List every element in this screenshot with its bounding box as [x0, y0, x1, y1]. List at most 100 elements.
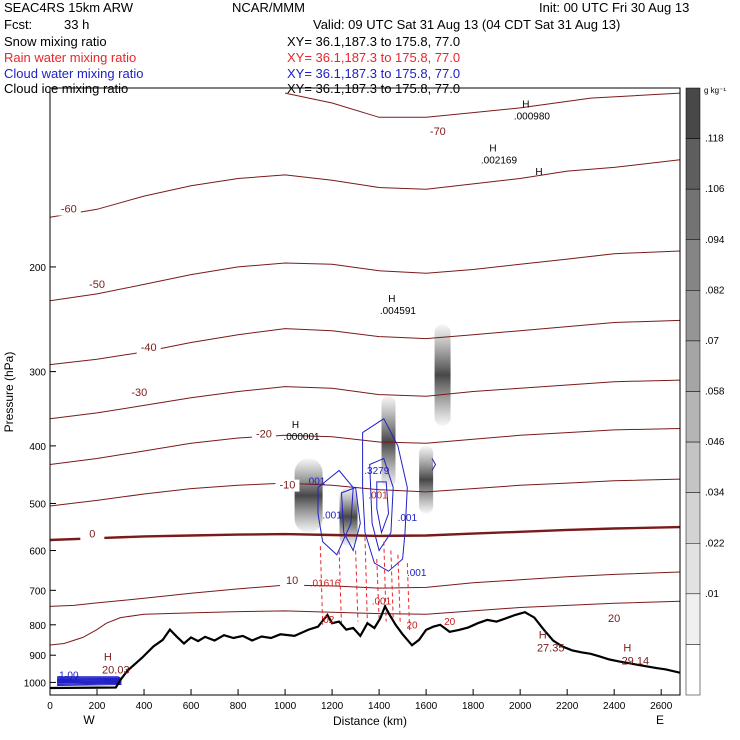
- forecast-hours: 33 h: [64, 17, 90, 32]
- x-tick-label: 800: [230, 701, 247, 712]
- rain-water-contour: [319, 546, 324, 625]
- field-rain-name: Rain water mixing ratio: [4, 50, 137, 65]
- y-axis-label: Pressure (hPa): [2, 352, 16, 433]
- colorbar-swatch: [685, 340, 701, 392]
- temperature-contour-label: -40: [141, 342, 157, 354]
- temperature-contour-label: -70: [430, 126, 446, 138]
- colorbar-swatch: [685, 492, 701, 544]
- rain-water-contour: [364, 537, 368, 622]
- snow-shading-blob: [419, 445, 434, 514]
- contour-label-bg: [80, 528, 105, 541]
- rain-water-label: 20: [406, 621, 418, 632]
- temperature-contour: [50, 379, 680, 420]
- colorbar-label: .01: [705, 589, 719, 600]
- temperature-contour: [50, 571, 680, 607]
- colorbar-label: .082: [705, 285, 725, 296]
- colorbar-swatch: [685, 441, 701, 493]
- plot-frame: [49, 87, 681, 696]
- cloud-water-label: .001: [306, 477, 326, 488]
- snow-max-value: .004591: [380, 306, 417, 317]
- rain-water-label: .001: [368, 490, 388, 501]
- rain-water-label: .01616: [310, 579, 341, 590]
- x-tick-label: 2000: [509, 701, 532, 712]
- cloud-water-label: 3216: [58, 675, 81, 686]
- colorbar-unit: g kg⁻¹: [704, 86, 726, 95]
- temperature-contour: [50, 600, 680, 646]
- colorbar-label: .034: [705, 488, 725, 499]
- cloud-water-label: .3279: [364, 466, 389, 477]
- y-tick-label: 300: [29, 368, 46, 379]
- cloud-water-contour: [362, 417, 408, 572]
- temperature-max-value: 20.03: [102, 664, 130, 676]
- x-tick-label: 1800: [462, 701, 485, 712]
- contour-label-bg: [602, 613, 627, 626]
- temperature-contour-label: 20: [608, 613, 620, 625]
- snow-shading-blob: [294, 458, 323, 533]
- temperature-contour: [50, 250, 680, 302]
- x-tick-label: 1600: [415, 701, 438, 712]
- x-tick-label: 2600: [650, 701, 673, 712]
- temperature-contour-label: -50: [89, 279, 105, 291]
- snow-max-value: .000001: [283, 432, 320, 443]
- contour-label-bg: [251, 428, 276, 441]
- temperature-max-value: 27.35: [537, 642, 565, 654]
- colorbar-label: .046: [705, 437, 725, 448]
- terrain-line: [50, 603, 680, 690]
- forecast-label: Fcst:: [4, 17, 33, 32]
- rain-water-label: .001: [372, 597, 392, 608]
- cloud-water-contour: [376, 481, 390, 535]
- contour-label-bg: [127, 387, 152, 400]
- x-tick-label: 2400: [603, 701, 626, 712]
- colorbar-label: .058: [705, 387, 725, 398]
- temperature-contour-label: 10: [286, 575, 298, 587]
- rain-water-label: 20: [444, 617, 456, 628]
- cloud-water-label: 1.00: [59, 671, 79, 682]
- x-axis-east-label: E: [656, 713, 664, 727]
- x-tick-label: 1200: [321, 701, 344, 712]
- snow-max-marker: H: [489, 144, 496, 155]
- valid-time: Valid: 09 UTC Sat 31 Aug 13 (04 CDT Sat …: [313, 17, 621, 32]
- colorbar-label: .106: [705, 184, 725, 195]
- y-tick-label: 1000: [24, 678, 47, 689]
- rain-water-contour: [397, 554, 401, 625]
- cloud-water-label: .001: [407, 568, 427, 579]
- snow-max-marker: H: [522, 99, 529, 110]
- x-axis-west-label: W: [83, 713, 95, 727]
- x-tick-label: 2200: [556, 701, 579, 712]
- y-tick-label: 400: [29, 442, 46, 453]
- rain-water-contour: [406, 563, 411, 632]
- field-snow-name: Snow mixing ratio: [4, 34, 107, 49]
- cloud-ice-max-marker: H: [535, 167, 542, 178]
- temperature-contour-label: -60: [61, 204, 77, 216]
- y-tick-label: 800: [29, 621, 46, 632]
- temperature-contour: [284, 92, 680, 118]
- contour-label-bg: [275, 479, 300, 492]
- x-axis-label: Distance (km): [333, 714, 407, 728]
- colorbar-swatch: [685, 188, 701, 241]
- colorbar-swatch: [685, 239, 701, 291]
- colorbar-swatch: [685, 543, 701, 595]
- temperature-max-marker: H: [104, 651, 112, 663]
- rain-water-label: .02: [320, 615, 334, 626]
- snow-max-value: .000980: [514, 111, 551, 122]
- snow-max-value: .002169: [481, 156, 518, 167]
- y-tick-label: 900: [29, 651, 46, 662]
- temperature-contour-label: -10: [279, 480, 295, 492]
- temperature-contour: [50, 159, 680, 218]
- y-tick-label: 600: [29, 547, 46, 558]
- colorbar-swatch: [685, 593, 701, 645]
- rain-water-contour: [355, 550, 359, 622]
- temperature-max-value: 29.14: [622, 655, 650, 667]
- colorbar-swatch: [685, 138, 701, 190]
- temperature-contour-label: -30: [131, 387, 147, 399]
- rain-water-contour: [338, 550, 342, 625]
- rain-water-contour: [390, 550, 394, 619]
- temperature-contour-label: 0: [89, 528, 95, 540]
- colorbar-label: .094: [705, 235, 725, 246]
- colorbar-swatch: [685, 87, 701, 139]
- model-title: SEAC4RS 15km ARW: [4, 0, 134, 15]
- contour-label-bg: [85, 278, 110, 291]
- cloud-water-contour: [369, 457, 394, 552]
- temperature-contour: [50, 525, 680, 542]
